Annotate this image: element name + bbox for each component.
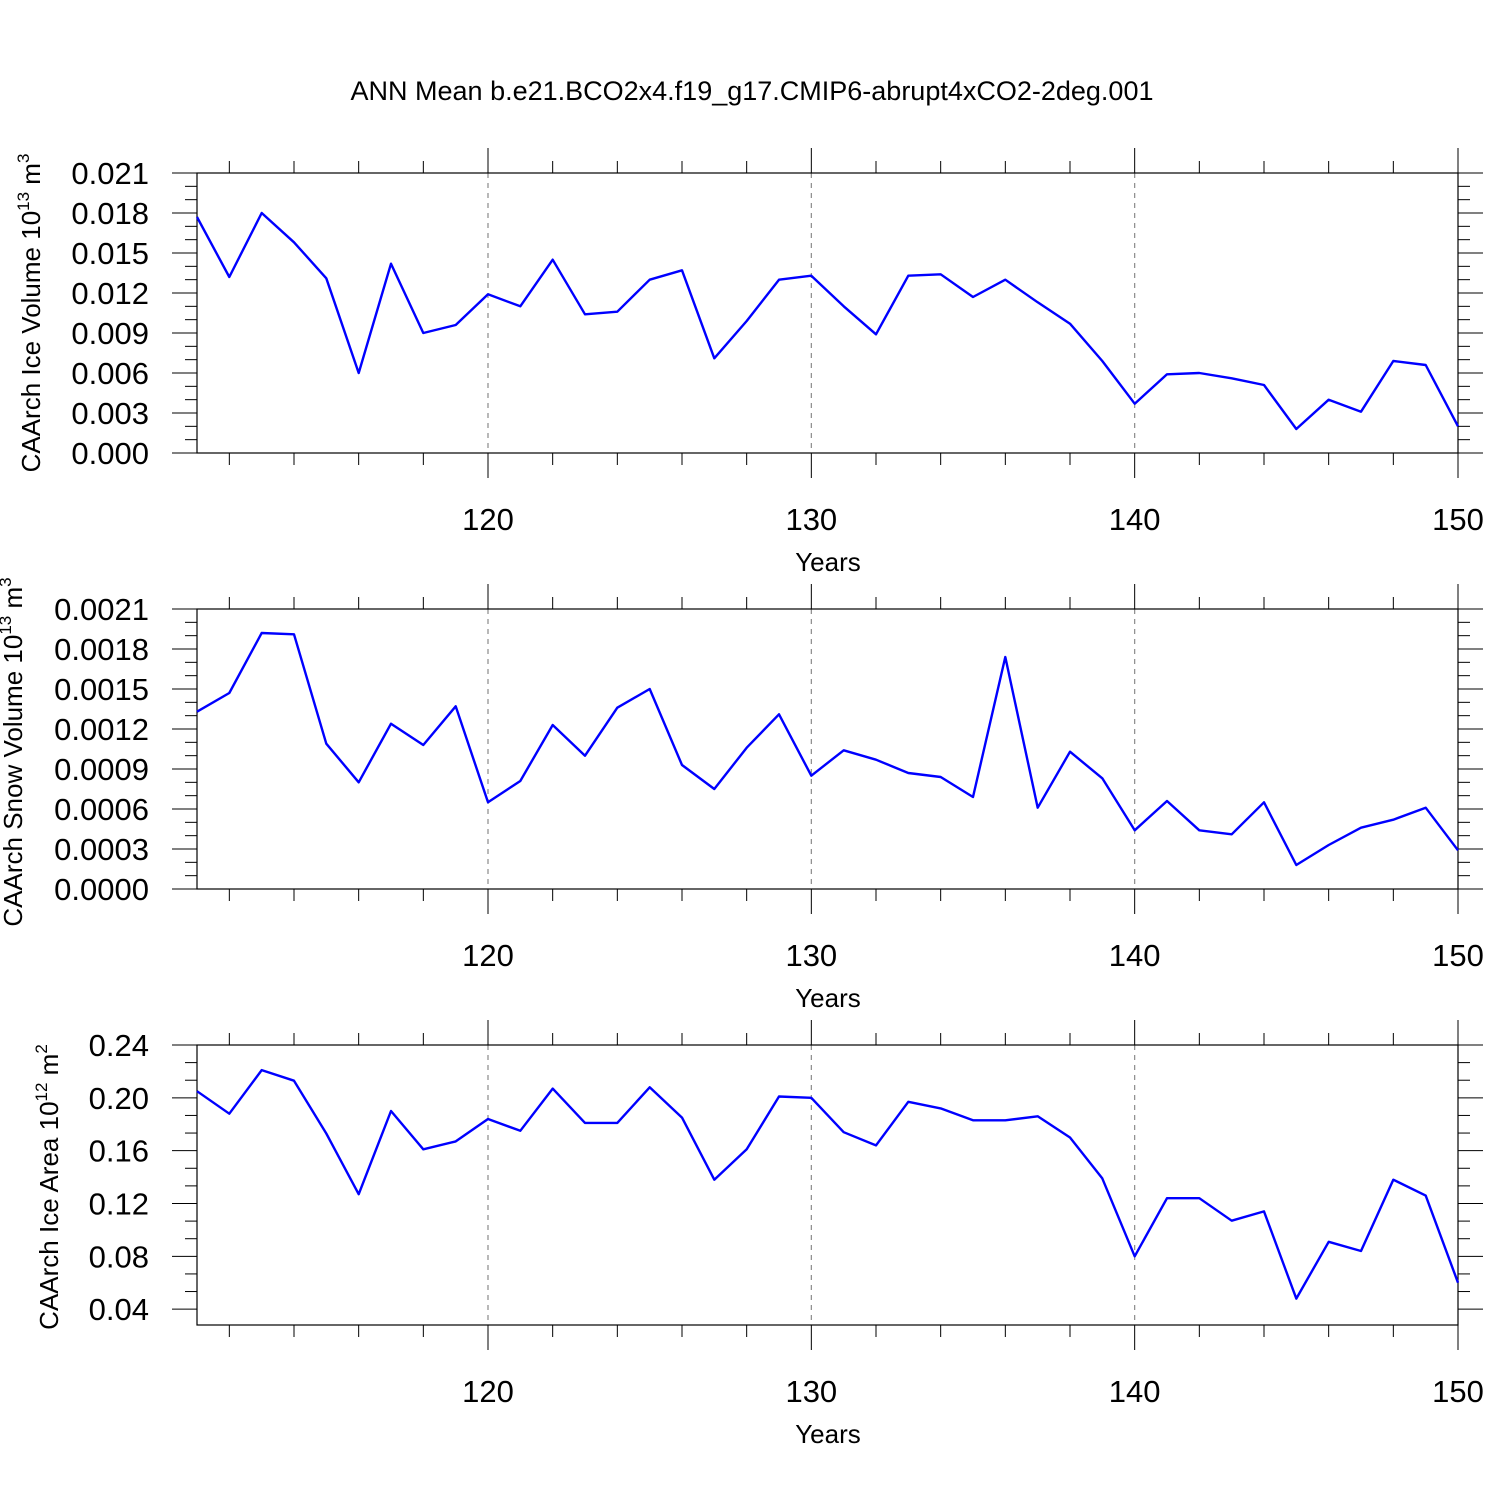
x-tick-label: 130 bbox=[785, 938, 837, 973]
y-tick-label: 0.0012 bbox=[54, 712, 149, 747]
y-tick-label: 0.0000 bbox=[54, 872, 149, 907]
panel-1: 0.000 0.003 0.006 0.009 0.012 0.015 0.018 0.021… bbox=[14, 148, 1484, 577]
series-line bbox=[196, 631, 1459, 867]
x-tick-label: 130 bbox=[785, 502, 837, 537]
x-tick-label: 150 bbox=[1432, 502, 1484, 537]
x-tick-label: 120 bbox=[462, 502, 514, 537]
panel-2: 0.0000 0.0003 0.0006 0.0009 0.0012 0.0015 0.00… bbox=[0, 577, 1484, 1013]
y-axis-title-unit: m bbox=[0, 587, 28, 616]
plot-frame bbox=[196, 608, 1459, 890]
y-tick-label: 0.04 bbox=[89, 1292, 149, 1327]
x-axis-title: Years bbox=[795, 547, 861, 577]
main-title: ANN Mean b.e21.BCO2x4.f19_g17.CMIP6-abru… bbox=[351, 76, 1154, 106]
x-ticks bbox=[228, 584, 1459, 914]
y-tick-label: 0.006 bbox=[71, 356, 149, 391]
y-tick-label: 0.0018 bbox=[54, 632, 149, 667]
y-axis-title-unit: m bbox=[34, 1054, 64, 1083]
y-axis-title-text: CAArch Ice Volume 10 bbox=[16, 211, 46, 473]
y-axis-title-exponent: 12 bbox=[32, 1083, 51, 1102]
y-axis-title-unit-exponent: 3 bbox=[14, 154, 33, 163]
x-tick-label: 120 bbox=[462, 1374, 514, 1409]
y-axis-title: CAArch Ice Volume 1013 m3 bbox=[14, 154, 46, 473]
y-axis-title: CAArch Ice Area 1012 m2 bbox=[32, 1044, 64, 1330]
y-tick-label: 0.012 bbox=[71, 276, 149, 311]
y-tick-label: 0.0003 bbox=[54, 832, 149, 867]
x-tick-label: 130 bbox=[785, 1374, 837, 1409]
y-axis-title-unit-exponent: 2 bbox=[32, 1044, 51, 1053]
panel-3: 0.04 0.08 0.12 0.16 0.20 0.24 120 130 140 150 Year… bbox=[32, 1020, 1484, 1449]
y-axis-title-unit: m bbox=[16, 163, 46, 192]
y-tick-label: 0.12 bbox=[89, 1186, 149, 1221]
y-tick-label: 0.0009 bbox=[54, 752, 149, 787]
y-axis-title: CAArch Snow Volume 1013 m3 bbox=[0, 577, 28, 926]
x-tick-label: 150 bbox=[1432, 938, 1484, 973]
x-axis-title: Years bbox=[795, 1419, 861, 1449]
series-line bbox=[195, 211, 1460, 431]
y-axis-title-unit-exponent: 3 bbox=[0, 577, 15, 586]
y-tick-label: 0.021 bbox=[71, 156, 149, 191]
series-line bbox=[196, 1068, 1460, 1300]
y-tick-label: 0.009 bbox=[71, 316, 149, 351]
x-tick-label: 140 bbox=[1109, 1374, 1161, 1409]
y-tick-label: 0.08 bbox=[89, 1239, 149, 1274]
y-tick-label: 0.015 bbox=[71, 236, 149, 271]
plot-frame bbox=[196, 172, 1459, 454]
y-tick-label: 0.0021 bbox=[54, 592, 149, 627]
x-tick-label: 150 bbox=[1432, 1374, 1484, 1409]
x-tick-label: 140 bbox=[1109, 502, 1161, 537]
y-tick-label: 0.0006 bbox=[54, 792, 149, 827]
y-tick-label: 0.16 bbox=[89, 1134, 149, 1169]
y-tick-label: 0.0015 bbox=[54, 672, 149, 707]
y-axis-title-exponent: 13 bbox=[14, 192, 33, 211]
x-tick-label: 140 bbox=[1109, 938, 1161, 973]
x-ticks bbox=[228, 1020, 1459, 1350]
y-ticks bbox=[172, 172, 1483, 454]
y-axis-title-text: CAArch Ice Area 10 bbox=[34, 1101, 64, 1329]
y-tick-label: 0.018 bbox=[71, 196, 149, 231]
y-ticks bbox=[172, 608, 1483, 890]
y-tick-label: 0.24 bbox=[89, 1028, 149, 1063]
x-ticks bbox=[228, 148, 1459, 478]
y-axis-title-text: CAArch Snow Volume 10 bbox=[0, 635, 28, 927]
x-tick-label: 120 bbox=[462, 938, 514, 973]
y-tick-label: 0.000 bbox=[71, 436, 149, 471]
y-axis-title-exponent: 13 bbox=[0, 616, 15, 635]
y-tick-label: 0.20 bbox=[89, 1081, 149, 1116]
x-axis-title: Years bbox=[795, 983, 861, 1013]
y-ticks bbox=[172, 1044, 1483, 1310]
plot-frame bbox=[196, 1044, 1459, 1326]
y-tick-label: 0.003 bbox=[71, 396, 149, 431]
